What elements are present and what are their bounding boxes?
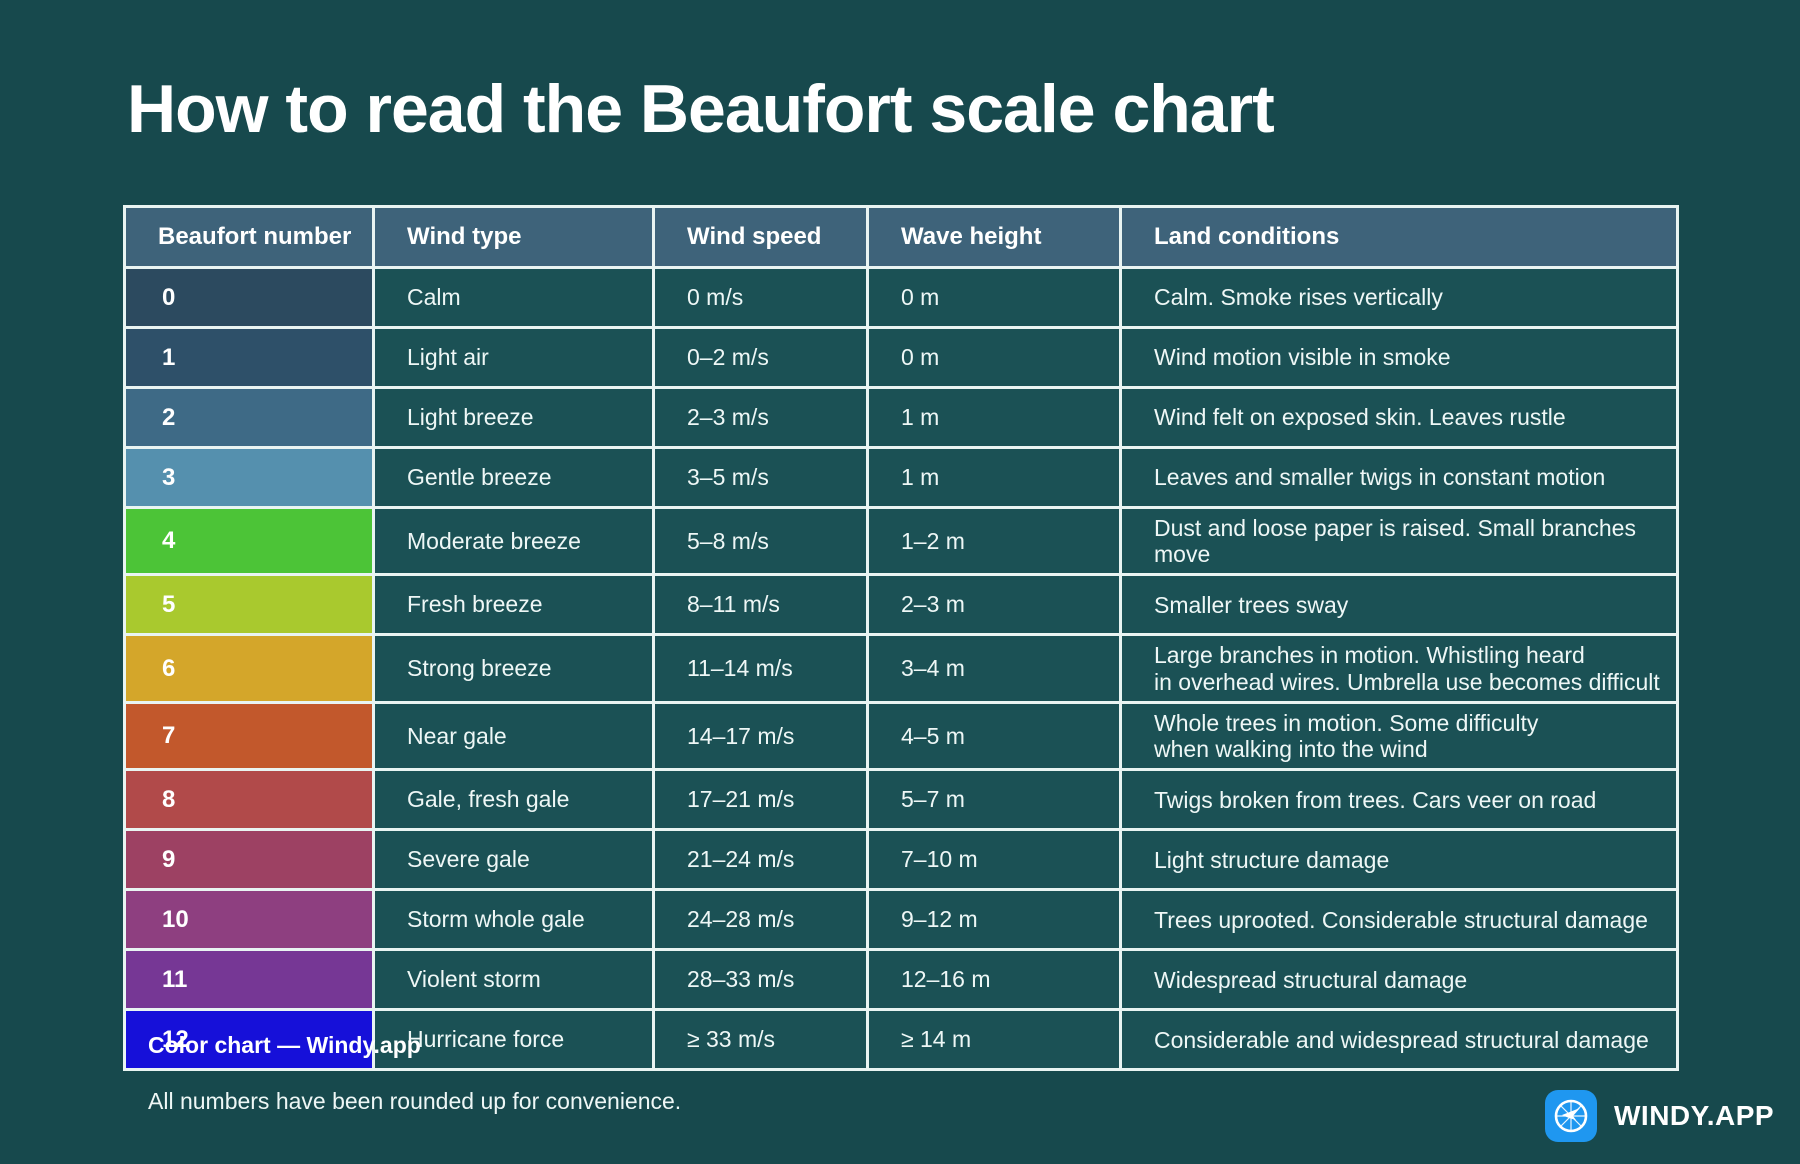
- beaufort-number-cell: 7: [123, 700, 375, 772]
- wind-speed-cell: ≥ 33 m/s: [652, 1008, 869, 1072]
- wind-type-cell: Severe gale: [372, 828, 655, 892]
- table-row: 5 Fresh breeze 8–11 m/s 2–3 m Smaller tr…: [123, 573, 1679, 637]
- wave-height-cell: 1 m: [866, 386, 1122, 449]
- beaufort-number-cell: 6: [123, 633, 375, 704]
- beaufort-number-cell: 10: [123, 888, 375, 952]
- wave-height-cell: 4–5 m: [866, 700, 1122, 772]
- wind-speed-cell: 0 m/s: [652, 266, 869, 329]
- wave-height-cell: 7–10 m: [866, 828, 1122, 892]
- wave-height-cell: 5–7 m: [866, 768, 1122, 832]
- land-conditions-cell: Wind felt on exposed skin. Leaves rustle: [1119, 386, 1679, 449]
- land-conditions-cell: Dust and loose paper is raised. Small br…: [1119, 505, 1679, 577]
- wave-height-cell: 0 m: [866, 326, 1122, 389]
- wave-height-cell: 9–12 m: [866, 888, 1122, 952]
- wind-type-cell: Fresh breeze: [372, 573, 655, 637]
- wave-height-cell: 3–4 m: [866, 633, 1122, 704]
- wind-type-cell: Near gale: [372, 700, 655, 772]
- wave-height-cell: 1–2 m: [866, 505, 1122, 577]
- wave-height-cell: ≥ 14 m: [866, 1008, 1122, 1072]
- beaufort-number-cell: 1: [123, 326, 375, 389]
- land-conditions-cell: Light structure damage: [1119, 828, 1679, 892]
- wind-speed-cell: 5–8 m/s: [652, 505, 869, 577]
- beaufort-number-cell: 8: [123, 768, 375, 832]
- table-row: 1 Light air 0–2 m/s 0 m Wind motion visi…: [123, 326, 1679, 389]
- table-row: 4 Moderate breeze 5–8 m/s 1–2 m Dust and…: [123, 505, 1679, 577]
- beaufort-number-cell: 12: [123, 1008, 375, 1072]
- wind-speed-cell: 17–21 m/s: [652, 768, 869, 832]
- table-row: 8 Gale, fresh gale 17–21 m/s 5–7 m Twigs…: [123, 768, 1679, 832]
- wind-type-cell: Light air: [372, 326, 655, 389]
- wave-height-cell: 12–16 m: [866, 948, 1122, 1012]
- wind-type-cell: Moderate breeze: [372, 505, 655, 577]
- table-row: 9 Severe gale 21–24 m/s 7–10 m Light str…: [123, 828, 1679, 892]
- column-header-wave-height: Wave height: [866, 205, 1122, 269]
- table-row: 6 Strong breeze 11–14 m/s 3–4 m Large br…: [123, 633, 1679, 704]
- wind-speed-cell: 28–33 m/s: [652, 948, 869, 1012]
- wind-type-cell: Strong breeze: [372, 633, 655, 704]
- beaufort-number-cell: 11: [123, 948, 375, 1012]
- table-row: 12 Hurricane force ≥ 33 m/s ≥ 14 m Consi…: [123, 1008, 1679, 1072]
- wave-height-cell: 2–3 m: [866, 573, 1122, 637]
- table-row: 7 Near gale 14–17 m/s 4–5 m Whole trees …: [123, 700, 1679, 772]
- wind-type-cell: Storm whole gale: [372, 888, 655, 952]
- wave-height-cell: 1 m: [866, 446, 1122, 509]
- wind-speed-cell: 11–14 m/s: [652, 633, 869, 704]
- table-row: 0 Calm 0 m/s 0 m Calm. Smoke rises verti…: [123, 266, 1679, 329]
- wind-speed-cell: 3–5 m/s: [652, 446, 869, 509]
- land-conditions-cell: Wind motion visible in smoke: [1119, 326, 1679, 389]
- table-row: 2 Light breeze 2–3 m/s 1 m Wind felt on …: [123, 386, 1679, 449]
- beaufort-number-cell: 4: [123, 505, 375, 577]
- land-conditions-cell: Widespread structural damage: [1119, 948, 1679, 1012]
- wind-speed-cell: 14–17 m/s: [652, 700, 869, 772]
- footer-credit: Color chart — Windy.app: [148, 1032, 421, 1058]
- column-header-land-conditions: Land conditions: [1119, 205, 1679, 269]
- wave-height-cell: 0 m: [866, 266, 1122, 329]
- page-title: How to read the Beaufort scale chart: [127, 71, 1275, 147]
- land-conditions-cell: Trees uprooted. Considerable structural …: [1119, 888, 1679, 952]
- footer-note: All numbers have been rounded up for con…: [148, 1088, 682, 1114]
- wind-type-cell: Light breeze: [372, 386, 655, 449]
- column-header-wind-type: Wind type: [372, 205, 655, 269]
- land-conditions-cell: Twigs broken from trees. Cars veer on ro…: [1119, 768, 1679, 832]
- beaufort-number-cell: 3: [123, 446, 375, 509]
- windy-compass-icon: [1545, 1090, 1597, 1142]
- header-row: Beaufort number Wind type Wind speed Wav…: [123, 205, 1679, 269]
- column-header-wind-speed: Wind speed: [652, 205, 869, 269]
- wind-speed-cell: 24–28 m/s: [652, 888, 869, 952]
- beaufort-number-cell: 5: [123, 573, 375, 637]
- wind-type-cell: Gentle breeze: [372, 446, 655, 509]
- wind-type-cell: Hurricane force: [372, 1008, 655, 1072]
- beaufort-scale-table: Beaufort number Wind type Wind speed Wav…: [123, 205, 1679, 1072]
- wind-speed-cell: 0–2 m/s: [652, 326, 869, 389]
- land-conditions-cell: Leaves and smaller twigs in constant mot…: [1119, 446, 1679, 509]
- beaufort-number-cell: 2: [123, 386, 375, 449]
- beaufort-number-cell: 0: [123, 266, 375, 329]
- wind-type-cell: Gale, fresh gale: [372, 768, 655, 832]
- column-header-beaufort-number: Beaufort number: [123, 205, 375, 269]
- wind-type-cell: Violent storm: [372, 948, 655, 1012]
- wind-type-cell: Calm: [372, 266, 655, 329]
- land-conditions-cell: Considerable and widespread structural d…: [1119, 1008, 1679, 1072]
- land-conditions-cell: Smaller trees sway: [1119, 573, 1679, 637]
- land-conditions-cell: Calm. Smoke rises vertically: [1119, 266, 1679, 329]
- table-row: 11 Violent storm 28–33 m/s 12–16 m Wides…: [123, 948, 1679, 1012]
- wind-speed-cell: 21–24 m/s: [652, 828, 869, 892]
- brand-name: WINDY.APP: [1614, 1100, 1775, 1131]
- beaufort-number-cell: 9: [123, 828, 375, 892]
- wind-speed-cell: 2–3 m/s: [652, 386, 869, 449]
- table-row: 3 Gentle breeze 3–5 m/s 1 m Leaves and s…: [123, 446, 1679, 509]
- wind-speed-cell: 8–11 m/s: [652, 573, 869, 637]
- table-row: 10 Storm whole gale 24–28 m/s 9–12 m Tre…: [123, 888, 1679, 952]
- land-conditions-cell: Whole trees in motion. Some difficulty w…: [1119, 700, 1679, 772]
- land-conditions-cell: Large branches in motion. Whistling hear…: [1119, 633, 1679, 704]
- windy-logo: WINDY.APP: [1545, 1090, 1774, 1142]
